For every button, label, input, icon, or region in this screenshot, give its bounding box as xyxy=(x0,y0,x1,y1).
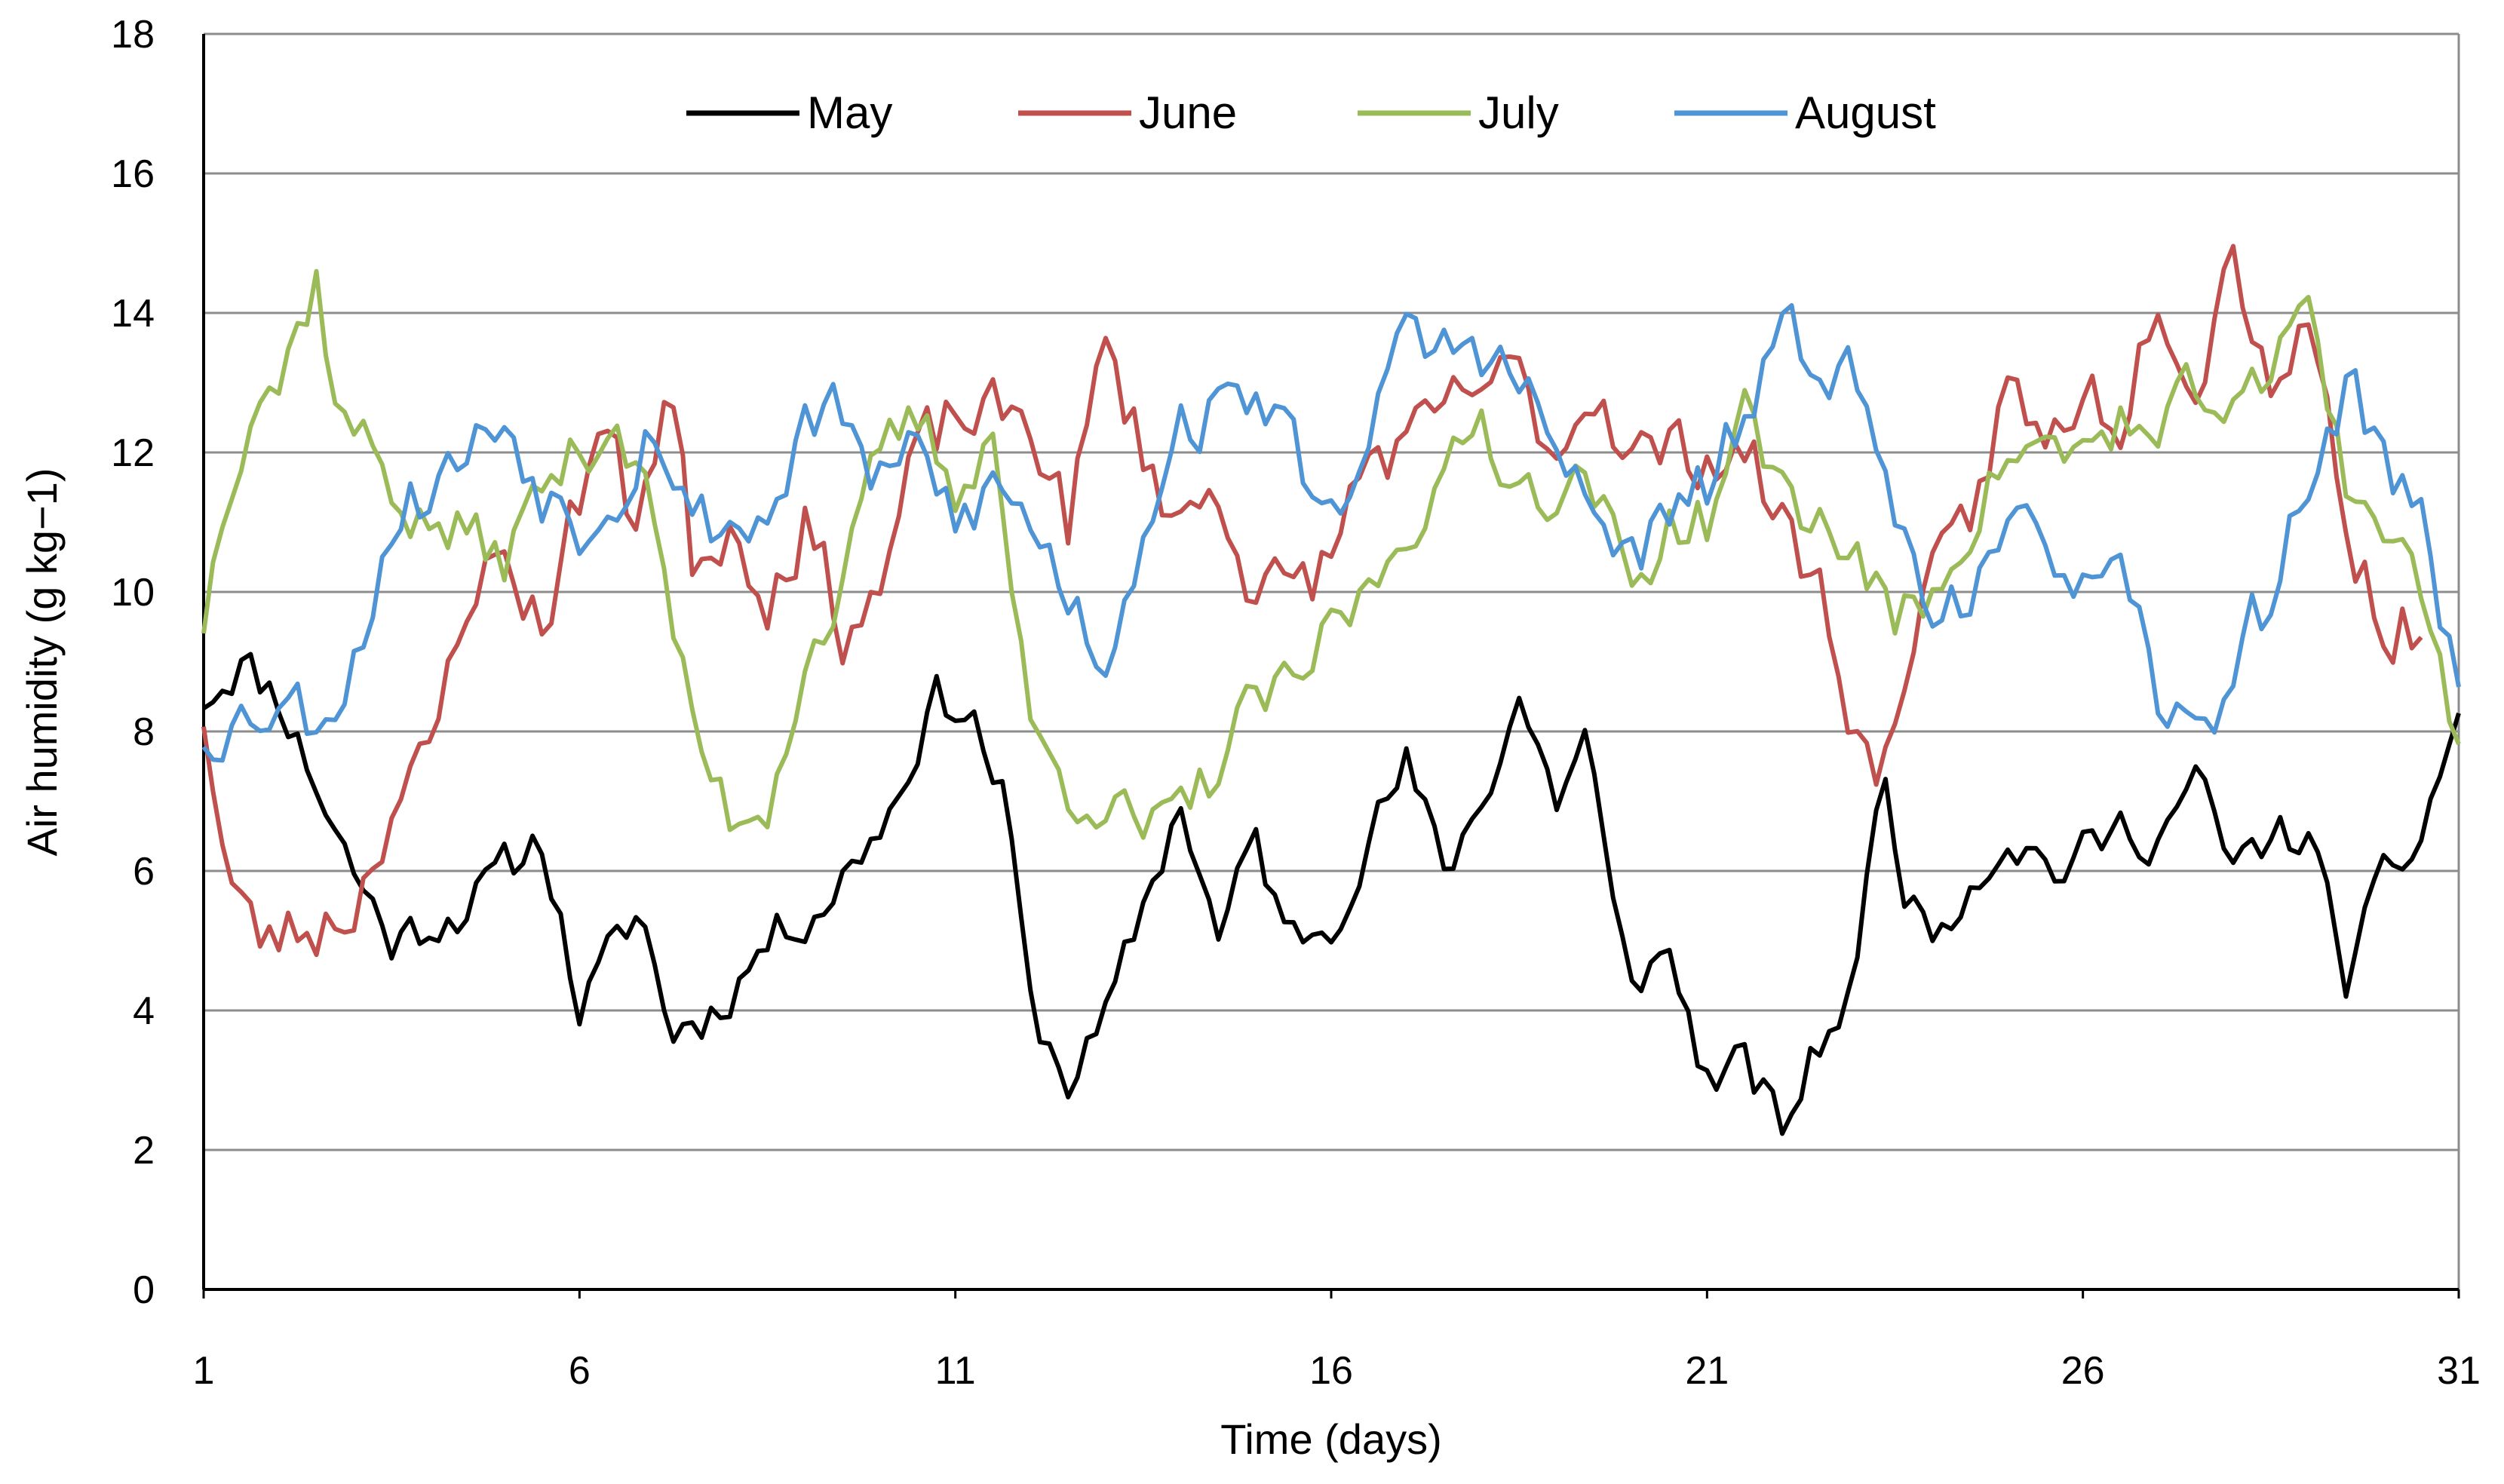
x-tick-label-21: 21 xyxy=(1685,1349,1729,1393)
y-tick-label-6: 6 xyxy=(133,850,155,894)
x-tick-label-11: 11 xyxy=(935,1349,976,1393)
series-line-may xyxy=(202,652,2461,1136)
x-tick-label-16: 16 xyxy=(1309,1349,1353,1393)
y-tick-labels: 0 2 4 6 8 10 12 14 16 18 xyxy=(111,13,155,1312)
y-tick-label-2: 2 xyxy=(133,1129,155,1173)
y-tick-label-4: 4 xyxy=(133,989,155,1033)
x-tick-label-6: 6 xyxy=(569,1349,591,1393)
y-axis-title: Air humidity (g kg−1) xyxy=(18,468,66,856)
y-tick-label-16: 16 xyxy=(111,152,155,196)
y-tick-label-0: 0 xyxy=(133,1268,155,1312)
series-line-june xyxy=(201,244,2423,958)
legend-label-june: June xyxy=(1139,87,1237,138)
legend-label-may: May xyxy=(807,87,892,138)
series-line-july xyxy=(201,268,2461,840)
y-tick-label-10: 10 xyxy=(111,571,155,615)
x-tick-labels: 1 6 11 16 21 26 31 xyxy=(193,1289,2481,1393)
legend-label-july: July xyxy=(1478,87,1559,138)
series-line-august xyxy=(201,303,2461,763)
y-tick-label-18: 18 xyxy=(111,13,155,57)
x-tick-label-31: 31 xyxy=(2437,1349,2481,1393)
legend: May June July August xyxy=(686,87,1936,138)
legend-label-august: August xyxy=(1795,87,1936,138)
y-tick-label-14: 14 xyxy=(111,292,155,336)
y-tick-label-8: 8 xyxy=(133,710,155,754)
x-tick-label-26: 26 xyxy=(2061,1349,2105,1393)
x-tick-label-1: 1 xyxy=(193,1349,215,1393)
series-lines xyxy=(201,244,2461,1136)
x-axis-title: Time (days) xyxy=(1220,1415,1442,1463)
y-tick-label-12: 12 xyxy=(111,431,155,475)
